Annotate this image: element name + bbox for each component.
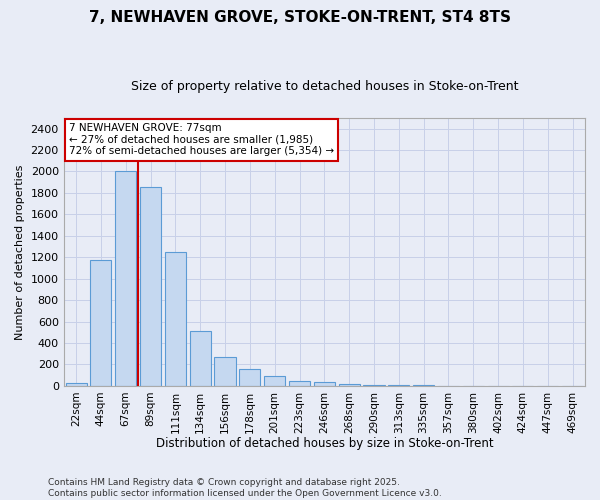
Bar	[65, 383, 86, 386]
Bar	[264, 376, 285, 386]
Title: Size of property relative to detached houses in Stoke-on-Trent: Size of property relative to detached ho…	[131, 80, 518, 93]
Bar	[165, 252, 186, 386]
Bar	[338, 384, 360, 386]
Text: Contains HM Land Registry data © Crown copyright and database right 2025.
Contai: Contains HM Land Registry data © Crown c…	[48, 478, 442, 498]
Bar	[91, 260, 112, 386]
Bar	[190, 331, 211, 386]
Bar	[140, 188, 161, 386]
Bar	[289, 381, 310, 386]
Bar	[239, 369, 260, 386]
Bar	[364, 385, 385, 386]
Bar	[214, 357, 236, 386]
Bar	[314, 382, 335, 386]
Text: 7, NEWHAVEN GROVE, STOKE-ON-TRENT, ST4 8TS: 7, NEWHAVEN GROVE, STOKE-ON-TRENT, ST4 8…	[89, 10, 511, 25]
Text: 7 NEWHAVEN GROVE: 77sqm
← 27% of detached houses are smaller (1,985)
72% of semi: 7 NEWHAVEN GROVE: 77sqm ← 27% of detache…	[69, 123, 334, 156]
X-axis label: Distribution of detached houses by size in Stoke-on-Trent: Distribution of detached houses by size …	[155, 437, 493, 450]
Bar	[115, 172, 136, 386]
Y-axis label: Number of detached properties: Number of detached properties	[15, 164, 25, 340]
Bar	[388, 385, 409, 386]
